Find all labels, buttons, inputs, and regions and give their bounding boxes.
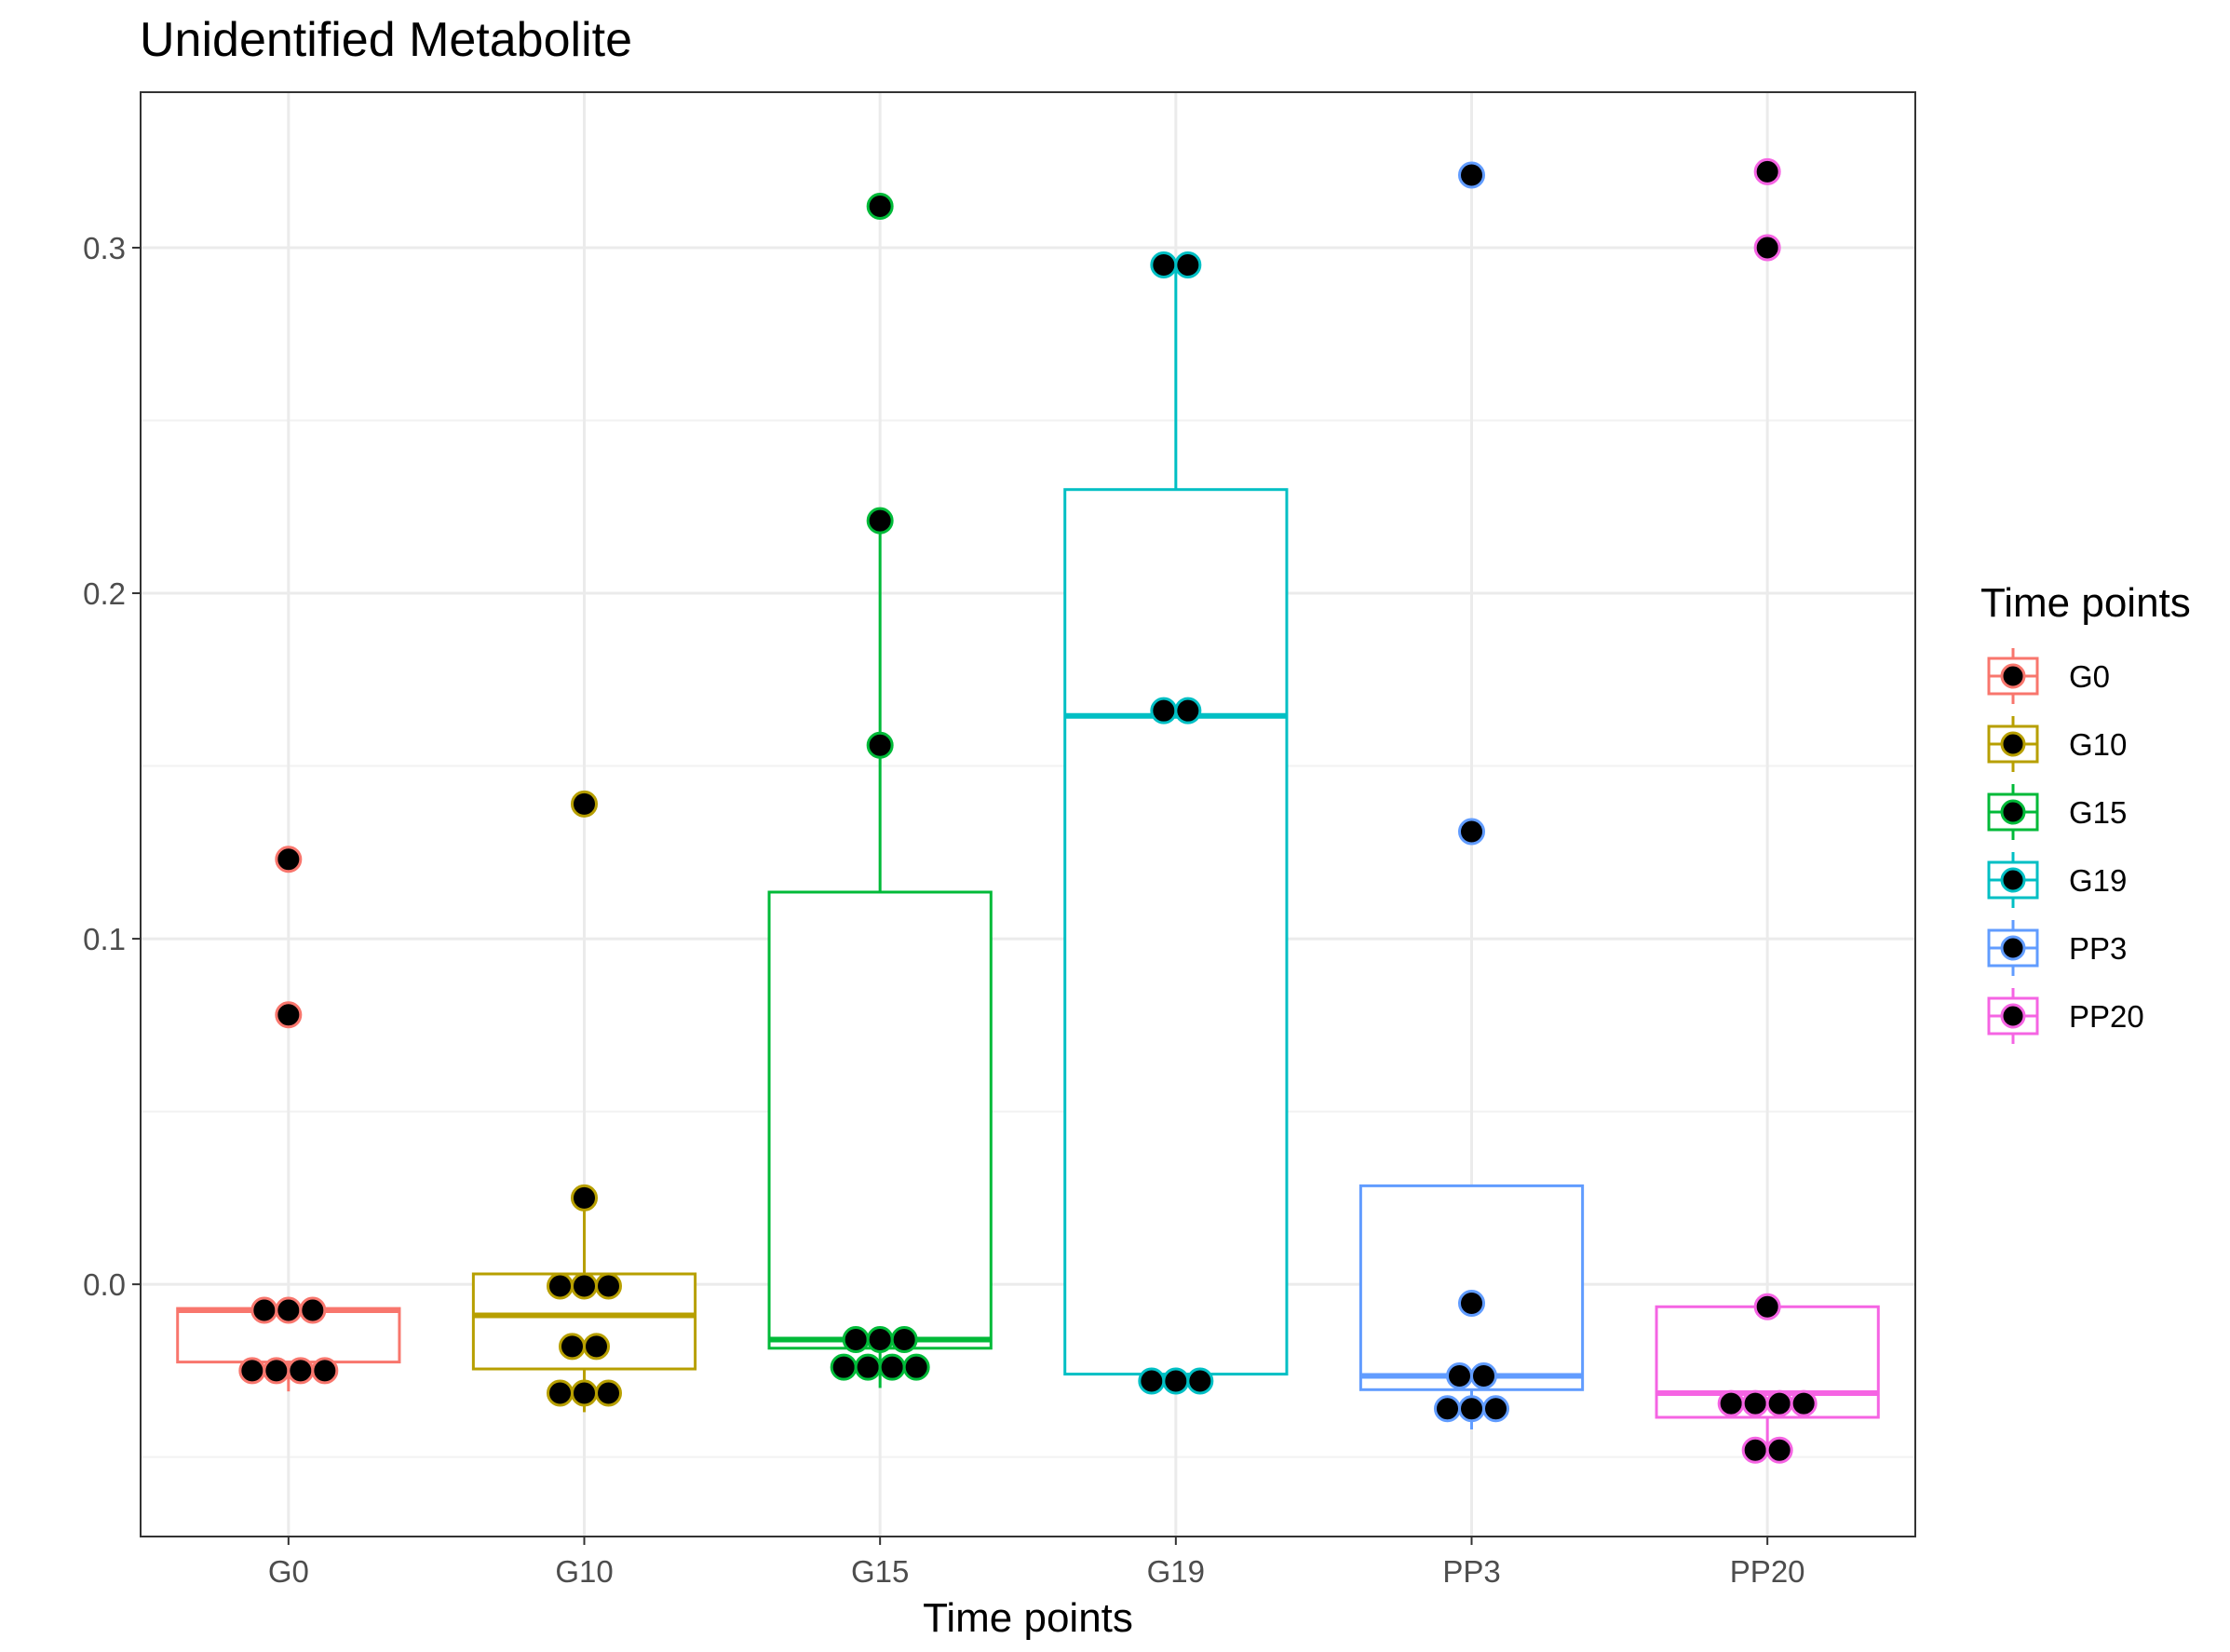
data-point-G15	[830, 1353, 858, 1381]
legend-key-dot	[2000, 935, 2026, 961]
data-point-PP3	[1434, 1395, 1461, 1423]
legend-label: PP20	[2069, 999, 2144, 1034]
data-points	[238, 157, 1818, 1464]
x-axis-title: Time points	[923, 1595, 1133, 1641]
legend-item-G15: G15	[1987, 784, 2127, 840]
legend-key-dot	[2000, 799, 2026, 825]
data-point-PP3	[1446, 1361, 1473, 1389]
box-iqr	[767, 890, 993, 1350]
data-point-G0	[275, 1296, 303, 1324]
data-point-G10	[547, 1379, 574, 1407]
data-point-G10	[595, 1379, 622, 1407]
legend: Time points G0 G10 G15 G19 PP3 PP20	[1980, 580, 2191, 1044]
legend-key-dot	[2000, 867, 2026, 893]
legend-label: G15	[2069, 795, 2127, 830]
x-tick-label: G0	[268, 1554, 309, 1589]
axes: 0.0 0.1 0.2 0.3 G0 G10 G15 G19 PP3 PP20	[83, 231, 1804, 1589]
data-point-G19	[1186, 1367, 1214, 1395]
data-point-G10	[571, 1184, 598, 1212]
data-point-G10	[583, 1333, 610, 1361]
legend-key-dot	[2000, 731, 2026, 757]
data-point-G0	[287, 1357, 315, 1385]
legend-label: G0	[2069, 659, 2110, 694]
data-point-G10	[559, 1333, 586, 1361]
data-point-G0	[299, 1296, 327, 1324]
data-point-G10	[547, 1272, 574, 1300]
data-point-PP3	[1458, 818, 1485, 846]
legend-item-PP3: PP3	[1987, 920, 2127, 976]
data-point-PP20	[1741, 1389, 1769, 1417]
x-tick-label: PP3	[1442, 1554, 1500, 1589]
data-point-G19	[1150, 251, 1178, 279]
x-tick-label: PP20	[1730, 1554, 1805, 1589]
data-point-G15	[866, 1326, 894, 1353]
data-point-G10	[571, 790, 598, 818]
legend-item-G10: G10	[1987, 716, 2127, 772]
box-PP3	[1358, 1184, 1585, 1429]
legend-label: G10	[2069, 727, 2127, 762]
data-point-PP20	[1753, 157, 1781, 185]
data-point-G15	[902, 1353, 930, 1381]
data-point-PP3	[1482, 1395, 1509, 1423]
data-point-G19	[1174, 697, 1202, 724]
data-point-PP3	[1458, 161, 1485, 189]
data-point-G0	[238, 1357, 266, 1385]
data-point-PP20	[1717, 1389, 1745, 1417]
x-tick-label: G19	[1147, 1554, 1205, 1589]
data-point-G0	[250, 1296, 278, 1324]
data-point-G19	[1138, 1367, 1166, 1395]
data-point-PP3	[1458, 1395, 1485, 1423]
data-point-PP20	[1741, 1436, 1769, 1464]
data-point-G0	[311, 1357, 339, 1385]
data-point-G10	[571, 1379, 598, 1407]
data-point-G10	[595, 1272, 622, 1300]
x-tick-label: G15	[851, 1554, 909, 1589]
data-point-G15	[866, 192, 894, 220]
data-point-PP20	[1753, 234, 1781, 262]
data-point-G15	[842, 1326, 870, 1353]
y-tick-label: 0.0	[83, 1267, 126, 1302]
y-tick-label: 0.1	[83, 922, 126, 956]
legend-label: G19	[2069, 863, 2127, 898]
box-G15	[767, 521, 993, 1388]
legend-title: Time points	[1980, 580, 2191, 626]
data-point-G15	[866, 731, 894, 759]
data-point-G19	[1162, 1367, 1190, 1395]
data-point-PP20	[1753, 1293, 1781, 1320]
data-point-G15	[854, 1353, 882, 1381]
legend-item-G0: G0	[1987, 648, 2110, 704]
data-point-G19	[1150, 697, 1178, 724]
plot-panel-border	[140, 91, 1916, 1537]
data-point-PP20	[1765, 1436, 1793, 1464]
data-point-G0	[275, 846, 303, 873]
data-point-G0	[263, 1357, 291, 1385]
y-tick-label: 0.3	[83, 231, 126, 265]
box-iqr	[1358, 1184, 1585, 1391]
data-point-G15	[878, 1353, 906, 1381]
legend-item-PP20: PP20	[1987, 988, 2144, 1044]
legend-key-dot	[2000, 1003, 2026, 1029]
data-point-G0	[275, 1001, 303, 1029]
data-point-PP20	[1765, 1389, 1793, 1417]
data-point-G15	[890, 1326, 918, 1353]
x-tick-label: G10	[555, 1554, 613, 1589]
data-point-PP20	[1790, 1389, 1818, 1417]
chart-title: Unidentified Metabolite	[140, 13, 632, 67]
data-point-G10	[571, 1272, 598, 1300]
data-point-PP3	[1470, 1361, 1497, 1389]
legend-label: PP3	[2069, 931, 2127, 966]
data-point-G15	[866, 507, 894, 535]
data-point-PP3	[1458, 1290, 1485, 1318]
legend-item-G19: G19	[1987, 852, 2127, 908]
box-iqr	[1063, 488, 1289, 1376]
data-point-G19	[1174, 251, 1202, 279]
legend-key-dot	[2000, 663, 2026, 689]
y-tick-label: 0.2	[83, 576, 126, 611]
